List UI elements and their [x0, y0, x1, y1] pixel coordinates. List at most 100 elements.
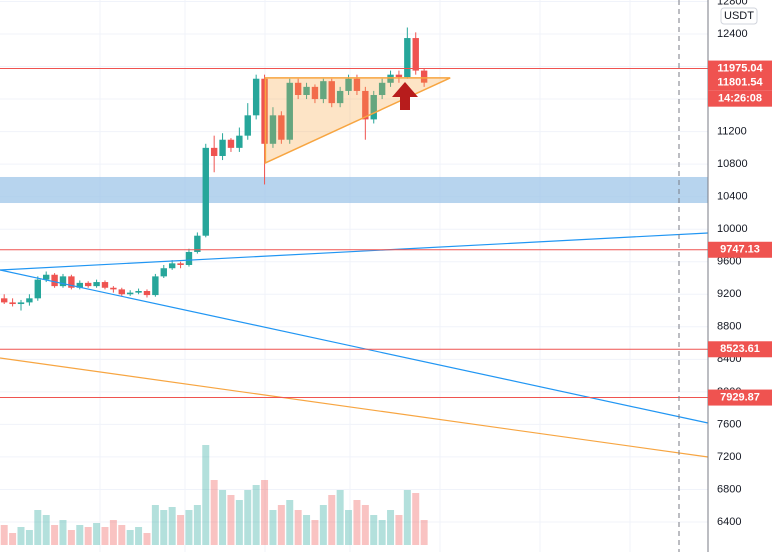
volume-bar [34, 510, 42, 545]
volume-bar [328, 495, 336, 545]
y-tick-label: 12400 [717, 28, 748, 40]
candle-body [34, 279, 41, 299]
candle-body [42, 274, 50, 280]
candle-body [311, 86, 319, 100]
candle-body [160, 268, 167, 277]
volume-bar [151, 505, 159, 545]
price-line-label-box [708, 341, 772, 358]
volume-bar [0, 525, 8, 545]
candle-body [328, 81, 335, 104]
candle-body [404, 38, 411, 78]
volume-bar [17, 527, 25, 545]
candle-body [244, 115, 251, 136]
candle-body [278, 115, 285, 140]
countdown: 14:26:08 [718, 93, 762, 105]
volume-bar [244, 490, 252, 545]
volume-bar [412, 493, 420, 545]
candle-body [320, 81, 327, 100]
y-tick-label: 11200 [717, 126, 747, 138]
y-tick-label: 10000 [717, 223, 748, 235]
candle-body [93, 282, 100, 287]
volume-bar [361, 505, 369, 545]
candle-body [269, 115, 277, 144]
volume-bar [51, 525, 59, 545]
volume-bar [59, 520, 67, 545]
candle-body [168, 263, 176, 269]
volume-bar [403, 490, 411, 545]
y-tick-label: 10800 [717, 158, 748, 170]
candle-body [219, 139, 226, 156]
volume-bar [84, 527, 92, 545]
candle-body [387, 74, 394, 83]
volume-bar [93, 523, 101, 545]
volume-bar [395, 515, 403, 545]
volume-bar [261, 480, 269, 545]
volume-bar [126, 530, 134, 545]
candle-body [68, 276, 75, 288]
price-line-label-box [708, 60, 772, 77]
y-tick-label: 8800 [717, 321, 741, 333]
candle-body [286, 82, 293, 140]
candle-body [227, 139, 235, 148]
volume-bar [311, 520, 319, 545]
candle-body [126, 292, 134, 295]
candle-body [51, 274, 58, 287]
volume-bar [67, 530, 75, 545]
countdown-box [708, 90, 772, 107]
candle-body [118, 289, 125, 295]
volume-bar [345, 510, 353, 545]
candle-body [362, 90, 369, 120]
volume-bar [168, 507, 176, 545]
currency-box [720, 7, 758, 25]
price-line-label: 8523.61 [720, 343, 760, 355]
volume-bar [143, 533, 151, 545]
candle-body [76, 282, 83, 288]
volume-bar [277, 505, 285, 545]
volume-bar [269, 510, 277, 545]
y-tick-label: 7600 [717, 418, 741, 430]
y-tick-label: 9600 [717, 256, 741, 268]
candle-body [202, 147, 209, 236]
y-tick-label: 10400 [717, 191, 748, 203]
y-tick-label: 7200 [717, 451, 741, 463]
price-line-label: 9747.13 [720, 244, 760, 256]
y-tick-label: 6800 [717, 483, 741, 495]
candle-body [185, 251, 193, 265]
volume-bar [118, 525, 126, 545]
candle-body [353, 78, 361, 91]
volume-bar [286, 500, 294, 545]
candle-body [101, 282, 109, 288]
candle-body [261, 78, 268, 144]
candle-body [252, 78, 260, 116]
candle-body [177, 263, 184, 265]
candle-body [345, 78, 352, 91]
candle-body [303, 86, 310, 95]
volume-bar [177, 515, 185, 545]
candle-body [236, 135, 243, 148]
candle-body [135, 291, 142, 293]
candle-body [143, 291, 151, 296]
trendline [0, 357, 709, 458]
volume-bar [135, 527, 143, 545]
last-price-label: 11801.54 [717, 77, 763, 89]
volume-bar [387, 510, 395, 545]
y-tick-label: 12800 [717, 0, 748, 7]
candle-body [17, 302, 25, 305]
candle-body [294, 82, 302, 95]
candle-body [378, 82, 386, 95]
candle-body [0, 298, 8, 303]
y-tick-label: 6400 [717, 516, 741, 528]
y-tick-label: 9200 [717, 288, 741, 300]
last-price-label-box [708, 74, 772, 91]
volume-bar [109, 520, 117, 545]
candle-body [210, 147, 218, 156]
trendline [0, 232, 709, 271]
candle-body [110, 287, 117, 290]
candle-body [59, 276, 67, 287]
volume-bar [353, 500, 361, 545]
volume-bar [370, 515, 378, 545]
candle-body [420, 70, 428, 83]
volume-bar [160, 510, 168, 545]
candle-body [152, 276, 159, 296]
volume-bar [76, 525, 84, 545]
